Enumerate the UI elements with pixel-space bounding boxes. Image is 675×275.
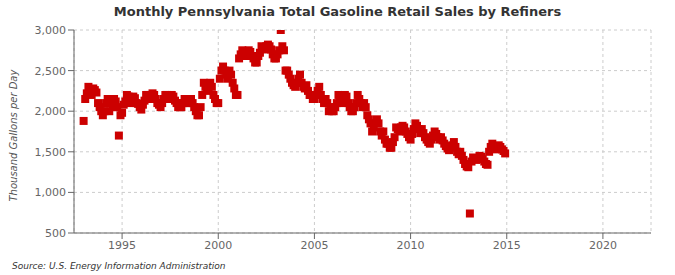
svg-text:1995: 1995 <box>108 239 136 252</box>
svg-text:Thousand Gallons per Day: Thousand Gallons per Day <box>8 68 19 201</box>
svg-text:500: 500 <box>45 227 66 240</box>
svg-text:2005: 2005 <box>300 239 328 252</box>
html-text:Source: U.S. Energy Informatio: Source: U.S. Energy Information Administ… <box>12 261 226 271</box>
svg-text:1,500: 1,500 <box>35 146 67 159</box>
svg-text:2,500: 2,500 <box>35 65 67 78</box>
svg-text:1,000: 1,000 <box>35 186 67 199</box>
html-text:Monthly Pennsylvania Total Gas: Monthly Pennsylvania Total Gasoline Reta… <box>113 4 562 19</box>
svg-text:2020: 2020 <box>589 239 617 252</box>
svg-text:2010: 2010 <box>397 239 425 252</box>
svg-text:3,000: 3,000 <box>35 24 67 37</box>
svg-text:2015: 2015 <box>493 239 521 252</box>
svg-text:2000: 2000 <box>204 239 232 252</box>
svg-text:2,000: 2,000 <box>35 105 67 118</box>
